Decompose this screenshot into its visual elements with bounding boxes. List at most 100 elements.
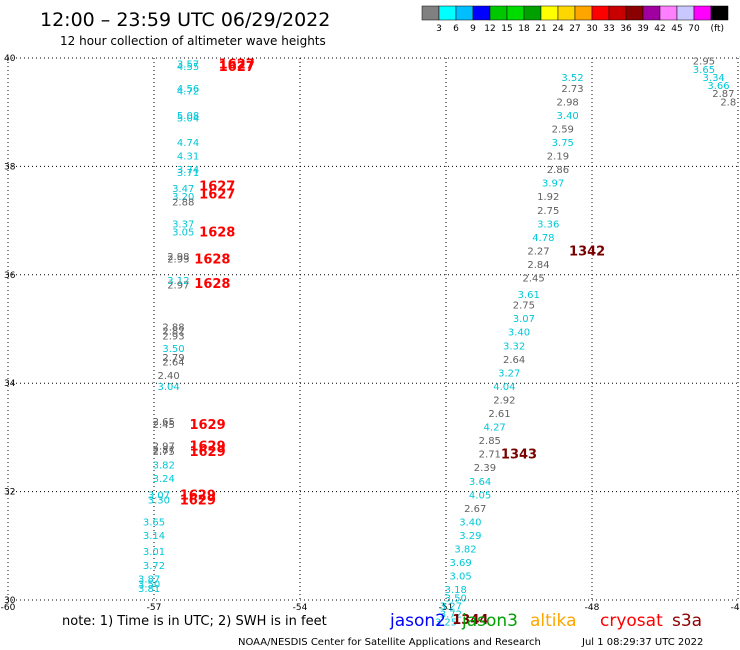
wave-height-label: 2.40 <box>157 371 179 382</box>
wave-height-label: 3.18 <box>445 585 467 596</box>
wave-height-label: 3.05 <box>172 227 194 238</box>
wave-height-label: 3.74 <box>177 165 199 176</box>
wave-height-label: 3.27 <box>440 601 462 612</box>
wave-height-label: 2.65 <box>153 417 175 428</box>
colorbar-swatch <box>693 5 712 21</box>
wave-height-label: 3.12 <box>167 276 189 287</box>
chart-title: 12:00 – 23:59 UTC 06/29/2022 <box>40 9 330 31</box>
wave-height-label: 1.92 <box>537 192 559 203</box>
wave-height-label: 3.37 <box>172 219 194 230</box>
wave-height-label: 3.36 <box>537 219 559 230</box>
colorbar-swatch <box>676 5 695 21</box>
wave-height-label: 5.04 <box>177 114 199 125</box>
wave-height-label: 2.93 <box>167 255 189 266</box>
wave-height-label: 2.73 <box>561 84 583 95</box>
pass-time-label: 1629 <box>180 494 216 509</box>
pass-time-label: 1628 <box>199 225 235 240</box>
colorbar-swatch <box>574 5 593 21</box>
wave-height-label: 3.05 <box>449 572 471 583</box>
wave-height-label: 3.27 <box>498 368 520 379</box>
colorbar-swatch <box>710 5 729 21</box>
colorbar-swatch <box>625 5 644 21</box>
wave-height-label: 3.01 <box>143 547 165 558</box>
y-tick-label: 40 <box>4 54 16 64</box>
wave-height-label: 3.04 <box>157 382 179 393</box>
colorbar-tick-label: 45 <box>671 24 682 34</box>
wave-height-label: 2.84 <box>527 260 549 271</box>
wave-height-label: 2.79 <box>162 353 184 364</box>
pass-time-label: 1629 <box>180 488 216 503</box>
wave-height-label: 3.32 <box>503 341 525 352</box>
colorbar-tick-label: 39 <box>637 24 649 34</box>
wave-height-label: 3.64 <box>469 477 491 488</box>
colorbar-tick-label: 36 <box>620 24 632 34</box>
pass-time-label: 1343 <box>501 448 537 463</box>
wave-height-label: 4.78 <box>532 233 554 244</box>
wave-height-label: 2.75 <box>513 301 535 312</box>
wave-height-label: 2.87 <box>712 89 734 100</box>
wave-height-label: 3.40 <box>508 328 530 339</box>
axis-tick-labels: -60 -57 -54 -51 -48 -45 30 32 34 36 38 40 <box>1 54 740 613</box>
wave-height-label: 3.72 <box>143 561 165 572</box>
wave-height-label: 2.93 <box>162 332 184 343</box>
wave-height-label: 3.81 <box>138 584 160 595</box>
colorbar-swatch <box>421 5 440 21</box>
wave-height-values: 3.574.55 4.564.72 5.085.04 4.74 4.31 3.743.71… <box>138 57 736 629</box>
colorbar-tick-label: 9 <box>470 24 476 34</box>
wave-height-label: 2.88 <box>172 198 194 209</box>
colorbar-swatch <box>557 5 576 21</box>
wave-height-label: 3.40 <box>557 111 579 122</box>
wave-height-label: 3.65 <box>693 65 715 76</box>
wave-height-label: 2.67 <box>464 504 486 515</box>
wave-height-label: 2.92 <box>493 395 515 406</box>
wave-height-label: 3.25 <box>435 618 457 629</box>
wave-height-label: 2.97 <box>153 442 175 453</box>
pass-time-label: 1342 <box>569 244 605 259</box>
colorbar-swatch <box>659 5 678 21</box>
wave-height-label: 3.14 <box>143 531 165 542</box>
wave-height-label: 2.95 <box>693 57 715 68</box>
pass-time-label: 1627 <box>199 179 235 194</box>
wave-height-label: 3.61 <box>518 290 540 301</box>
colorbar-swatch <box>591 5 610 21</box>
wave-height-label: 3.24 <box>153 474 175 485</box>
colorbar-swatch <box>438 5 457 21</box>
y-tick-label: 38 <box>4 162 16 172</box>
wave-height-label: 3.82 <box>454 545 476 556</box>
wave-height-label: 3.65 <box>143 517 165 528</box>
pass-time-label: 1344 <box>452 613 488 628</box>
wave-height-label: 3.40 <box>459 517 481 528</box>
wave-height-label: 3.52 <box>561 73 583 84</box>
wave-height-label: 2.88 <box>162 322 184 333</box>
chart-subtitle: 12 hour collection of altimeter wave hei… <box>60 34 326 48</box>
wave-height-label: 4.27 <box>484 423 506 434</box>
x-tick-label: -54 <box>293 603 308 613</box>
pass-time-label: 1628 <box>194 277 230 292</box>
wave-height-label: 3.47 <box>172 184 194 195</box>
wave-height-label: 4.31 <box>177 152 199 163</box>
wave-height-label: 3.57 <box>177 59 199 70</box>
wave-height-label: 2.8 <box>720 97 736 108</box>
wave-height-label: 2.45 <box>153 420 175 431</box>
x-tick-label: -51 <box>439 603 454 613</box>
pass-time-label: 1627 <box>219 60 255 75</box>
x-tick-label: -48 <box>585 603 600 613</box>
colorbar-tick-label: 12 <box>484 24 495 34</box>
wave-height-label: 3.82 <box>153 461 175 472</box>
colorbar-tick-label: 3 <box>436 24 442 34</box>
x-tick-label: -45 <box>731 603 740 613</box>
colorbar-tick-label: 24 <box>552 24 564 34</box>
wave-height-label: 3.66 <box>707 81 729 92</box>
colorbar-swatch <box>455 5 474 21</box>
wave-height-label: 2.64 <box>503 355 525 366</box>
colorbar-tick-label: 21 <box>535 24 546 34</box>
wave-height-label: 3.71 <box>177 168 199 179</box>
colorbar-swatch <box>540 5 559 21</box>
x-tick-label: -57 <box>147 603 162 613</box>
colorbar-swatch <box>472 5 491 21</box>
wave-height-label: 3.50 <box>162 344 184 355</box>
wave-height-label: 4.04 <box>493 382 515 393</box>
wave-height-label: 4.72 <box>177 87 199 98</box>
wave-height-label: 3.97 <box>542 179 564 190</box>
wave-height-label: 3.07 <box>513 314 535 325</box>
